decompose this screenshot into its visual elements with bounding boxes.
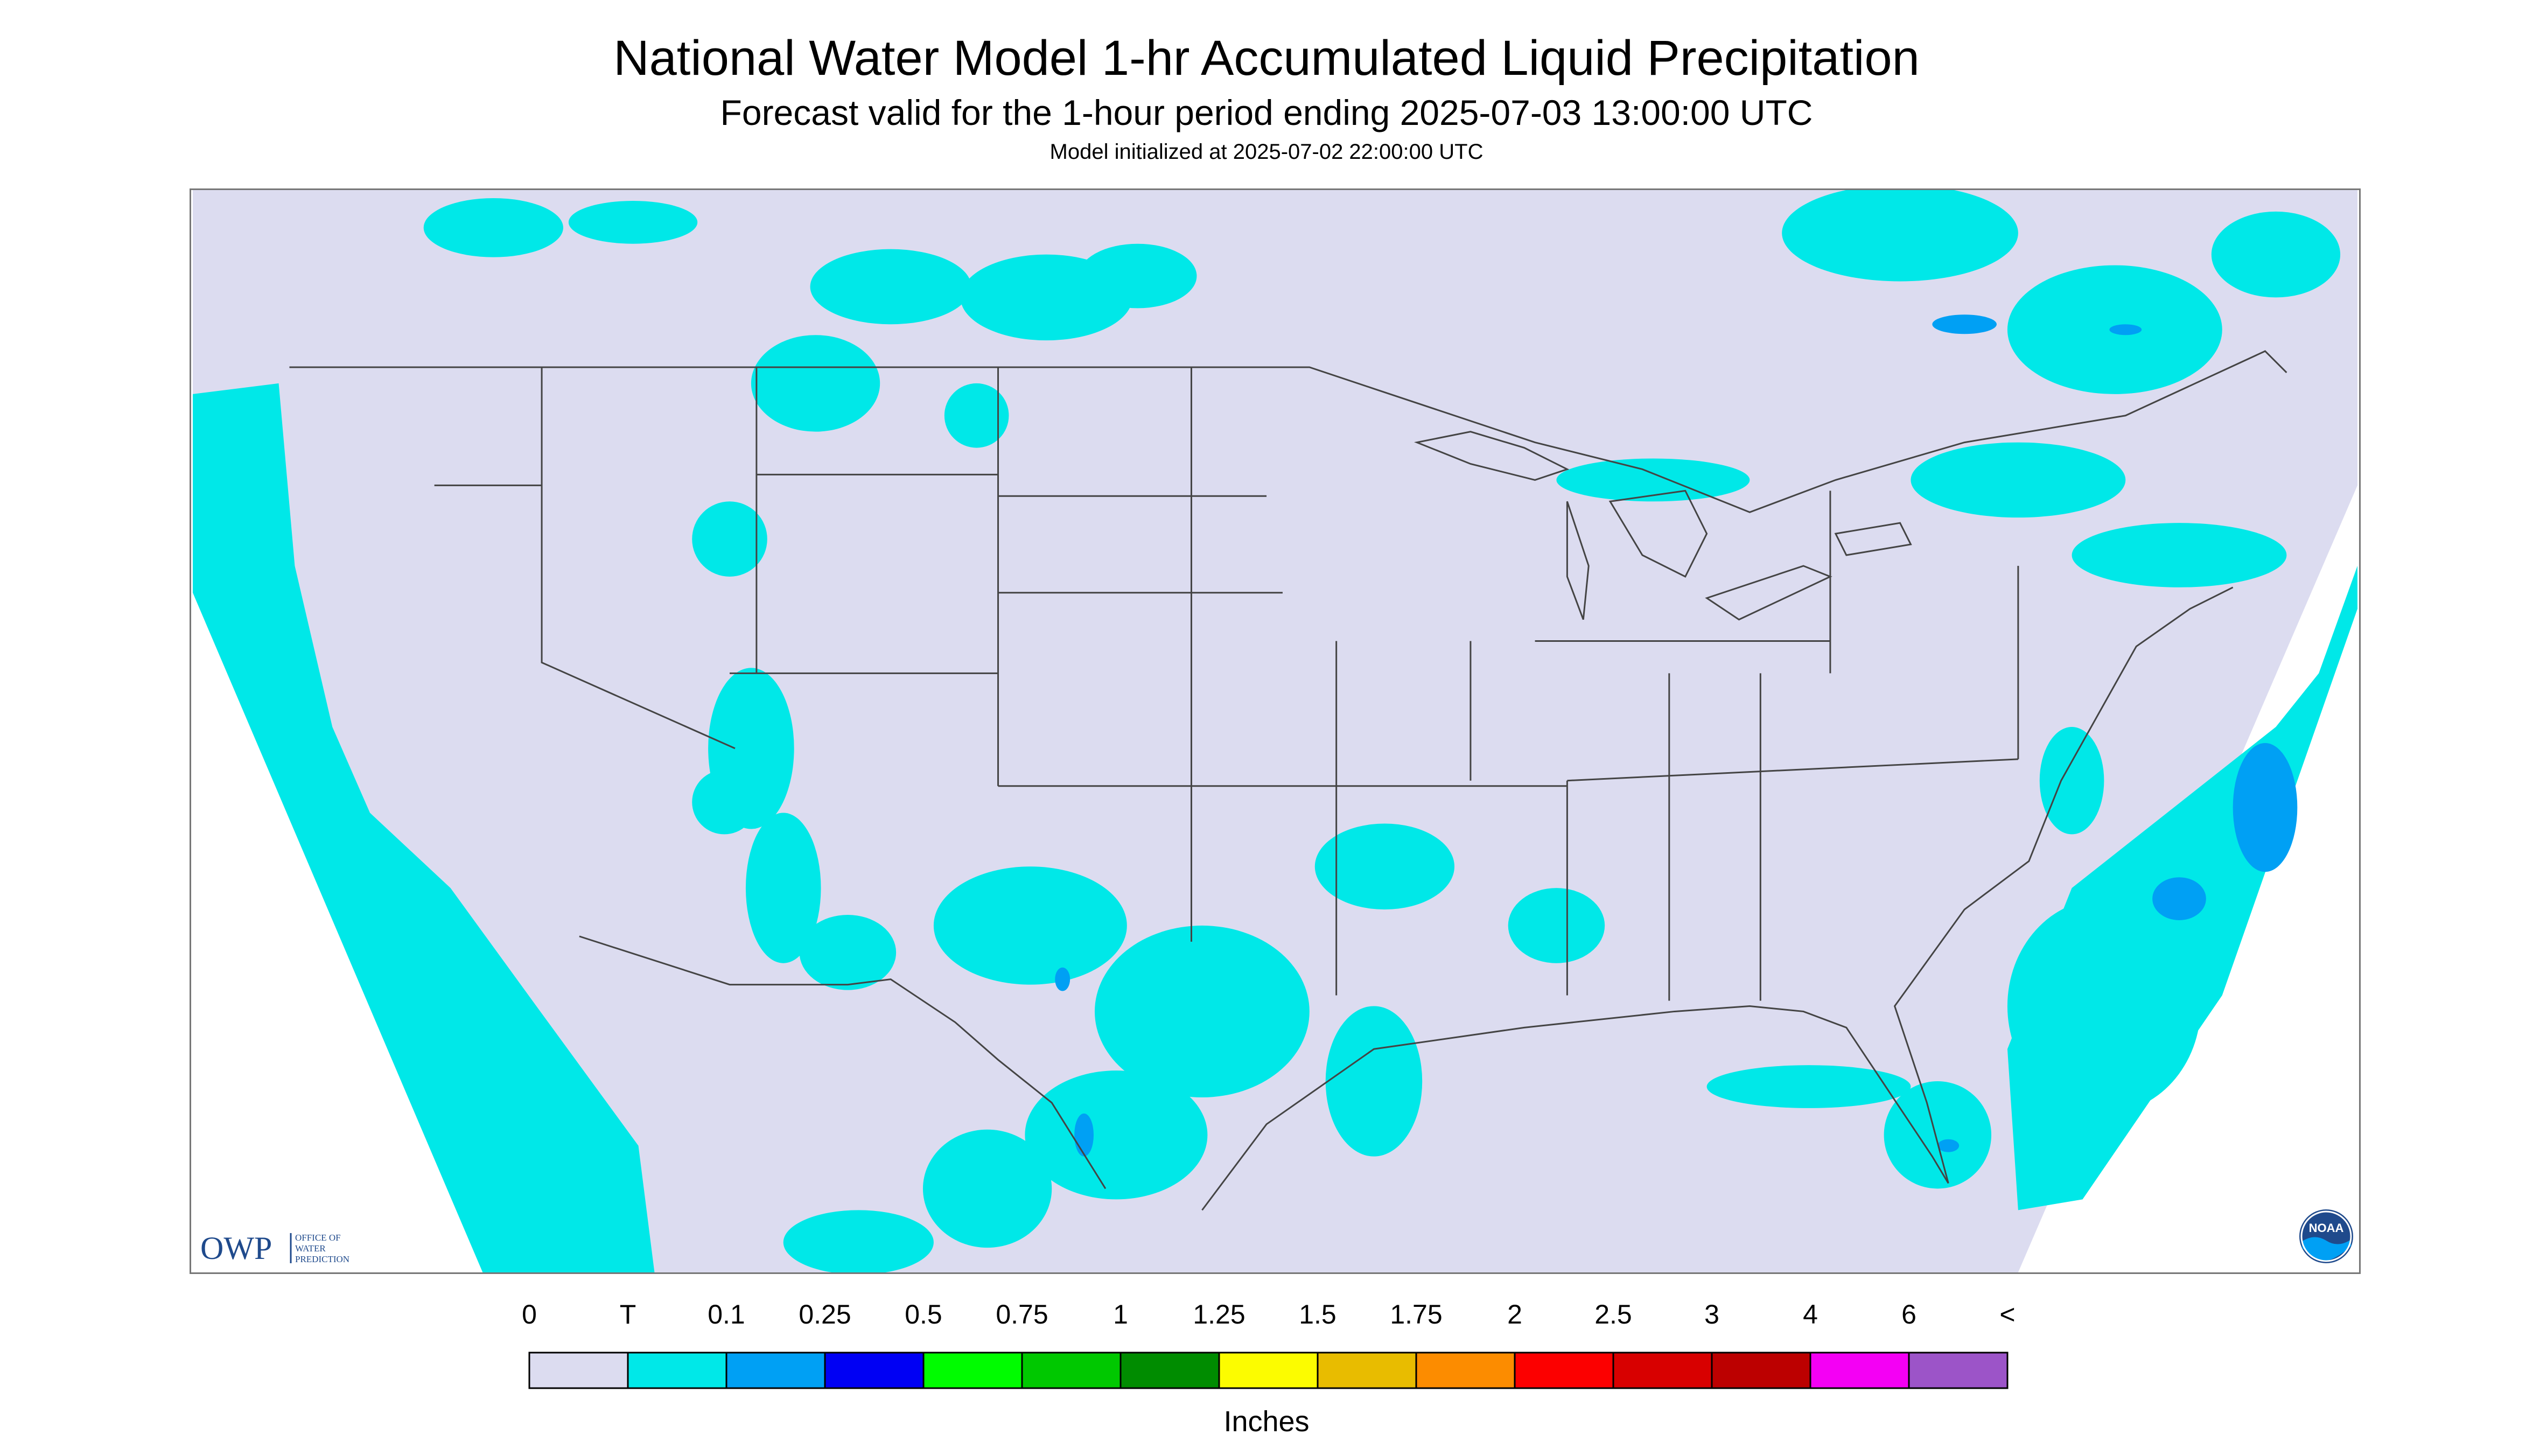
precip-color-legend: 0 T 0.1 0.25 0.5 0.75 1 1.25 1.5 1.75 2 2.5 3 4 6 < Inc… (522, 1299, 2016, 1438)
legend-color-box (1021, 1352, 1122, 1389)
political-boundaries (289, 350, 2287, 1211)
legend-color-box (1317, 1352, 1417, 1389)
light-precip-areas (193, 190, 2357, 1272)
legend-tick-label: 0.1 (708, 1299, 745, 1329)
legend-unit-label: Inches (1223, 1405, 1309, 1438)
legend-tick-label: 1.5 (1299, 1299, 1337, 1329)
legend-ticks: 0 T 0.1 0.25 0.5 0.75 1 1.25 1.5 1.75 2 2.5 3 4 6 < (522, 1299, 2016, 1329)
legend-tick-label: 6 (1901, 1299, 1916, 1329)
legend-tick-label: 2.5 (1594, 1299, 1632, 1329)
legend-tick-label: 0.75 (996, 1299, 1048, 1329)
owp-line1: OFFICE OF (295, 1233, 341, 1243)
legend-tick-label: < (1999, 1299, 2015, 1329)
legend-tick-label: 2 (1507, 1299, 1522, 1329)
legend-tick-label: T (620, 1299, 636, 1329)
model-domain (193, 190, 2357, 1272)
legend-color-box (1119, 1352, 1220, 1389)
legend-color-box (1711, 1352, 1811, 1389)
legend-tick-label: 0 (522, 1299, 537, 1329)
legend-tick-label: 4 (1803, 1299, 1818, 1329)
legend-tick-label: 1 (1113, 1299, 1128, 1329)
legend-color-box (528, 1352, 629, 1389)
legend-boxes (528, 1352, 2009, 1389)
owp-letters: OWP (200, 1230, 272, 1265)
valid-period-subtitle: Forecast valid for the 1-hour period end… (720, 93, 1813, 132)
legend-tick-label: 0.5 (905, 1299, 942, 1329)
noaa-logo: NOAA (2299, 1209, 2353, 1263)
owp-line3: PREDICTION (295, 1254, 349, 1264)
noaa-text: NOAA (2309, 1221, 2344, 1235)
owp-line2: WATER (295, 1243, 326, 1254)
legend-color-box (627, 1352, 727, 1389)
legend-tick-label: 1.75 (1390, 1299, 1442, 1329)
legend-color-box (1514, 1352, 1614, 1389)
legend-color-box (824, 1352, 925, 1389)
owp-logo: OWP OFFICE OF WATER PREDICTION (200, 1230, 349, 1265)
legend-color-box (1415, 1352, 1516, 1389)
model-init-text: Model initialized at 2025-07-02 22:00:00… (1049, 140, 1484, 164)
legend-color-box (725, 1352, 826, 1389)
legend-tick-label: 1.25 (1193, 1299, 1245, 1329)
legend-tick-label: 0.25 (799, 1299, 851, 1329)
great-lakes (1414, 431, 1912, 621)
legend-color-box (1218, 1352, 1319, 1389)
legend-color-box (1612, 1352, 1713, 1389)
legend-color-box (1908, 1352, 2009, 1389)
legend-color-box (1809, 1352, 1910, 1389)
map-title: National Water Model 1-hr Accumulated Li… (613, 31, 1920, 86)
legend-tick-label: 3 (1704, 1299, 1719, 1329)
precipitation-map (190, 188, 2361, 1274)
legend-color-box (922, 1352, 1023, 1389)
